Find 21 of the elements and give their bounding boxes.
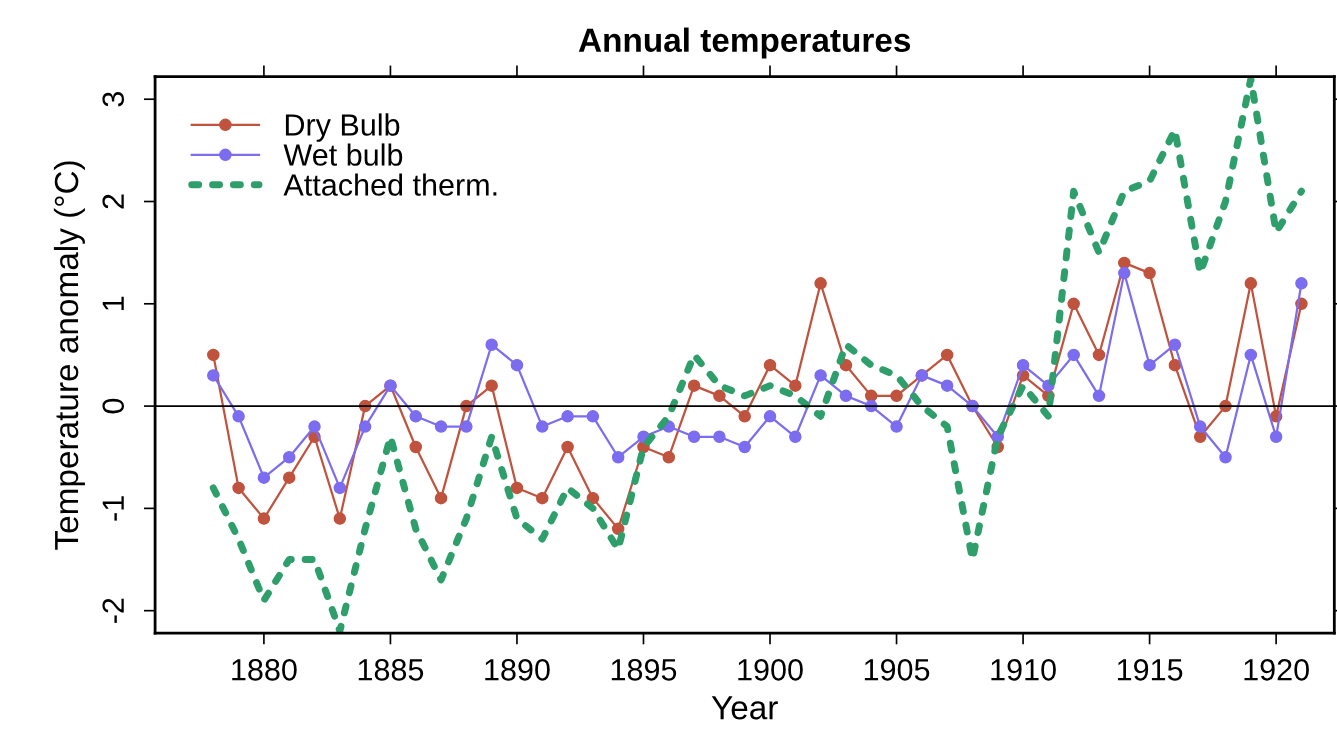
x-tick-label: 1920: [1244, 658, 1309, 681]
x-tick-label: 1880: [232, 658, 297, 681]
x-tick-label: 1885: [358, 658, 424, 681]
x-tick-label: 1890: [485, 658, 550, 681]
y-tick-label: 0: [102, 398, 125, 414]
legend-label: Wet bulb: [283, 143, 403, 166]
y-tick-label: -1: [102, 496, 124, 521]
y-tick-label: 3: [102, 92, 125, 107]
y-tick-label: 2: [102, 194, 124, 209]
x-tick-label: 1915: [1117, 658, 1183, 681]
legend-label: Dry Bulb: [285, 113, 400, 142]
x-tick-label: 1900: [738, 658, 803, 681]
y-axis-title: Temperature anomaly (°C): [53, 161, 85, 550]
y-tick-label: -2: [102, 598, 124, 623]
x-tick-label: 1910: [991, 658, 1056, 681]
legend-label: Attached therm.: [283, 173, 497, 196]
x-tick-label: 1895: [611, 658, 677, 681]
x-axis-title: Year: [711, 696, 778, 720]
chart-title: Annual temperatures: [578, 27, 911, 59]
x-tick-label: 1905: [864, 658, 930, 681]
y-tick-label: 1: [102, 296, 124, 310]
